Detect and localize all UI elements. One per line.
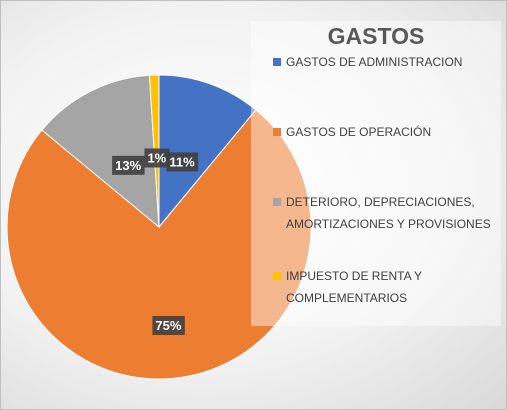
pie-slice bbox=[41, 74, 160, 229]
data-label: 1% bbox=[144, 148, 170, 168]
legend-label: IMPUESTO DE RENTA Y COMPLEMENTARIOS bbox=[286, 269, 422, 305]
legend-label: GASTOS DE OPERACIÓN bbox=[286, 125, 432, 139]
data-label-text: 11% bbox=[169, 154, 195, 169]
legend-swatch bbox=[273, 58, 281, 66]
legend-entry: GASTOS DE ADMINISTRACION bbox=[273, 51, 495, 73]
chart-title: GASTOS bbox=[327, 23, 425, 49]
data-label: 11% bbox=[166, 152, 199, 172]
data-label: 13% bbox=[112, 155, 145, 175]
legend-entry: GASTOS DE OPERACIÓN bbox=[273, 121, 495, 143]
data-label-text: 1% bbox=[147, 150, 166, 165]
data-label-box bbox=[144, 148, 170, 168]
pie-slice bbox=[6, 109, 312, 380]
legend-swatch bbox=[273, 272, 281, 280]
legend-label: GASTOS DE ADMINISTRACION bbox=[286, 55, 463, 69]
data-label-text: 75% bbox=[155, 318, 181, 333]
pie-slice bbox=[158, 74, 257, 229]
legend-entry: DETERIORO, DEPRECIACIONES, AMORTIZACIONE… bbox=[273, 191, 495, 235]
legend-entry: IMPUESTO DE RENTA Y COMPLEMENTARIOS bbox=[273, 265, 495, 309]
data-label-box bbox=[112, 155, 145, 175]
data-label: 75% bbox=[152, 315, 185, 335]
data-label-box bbox=[166, 152, 199, 172]
legend: GASTOS GASTOS DE ADMINISTRACION GASTOS DE… bbox=[251, 21, 501, 326]
data-label-box bbox=[152, 315, 185, 335]
legend-label: DETERIORO, DEPRECIACIONES, AMORTIZACIONE… bbox=[286, 195, 491, 231]
legend-swatch bbox=[273, 128, 281, 136]
legend-swatch bbox=[273, 198, 281, 206]
data-label-text: 13% bbox=[115, 158, 141, 173]
